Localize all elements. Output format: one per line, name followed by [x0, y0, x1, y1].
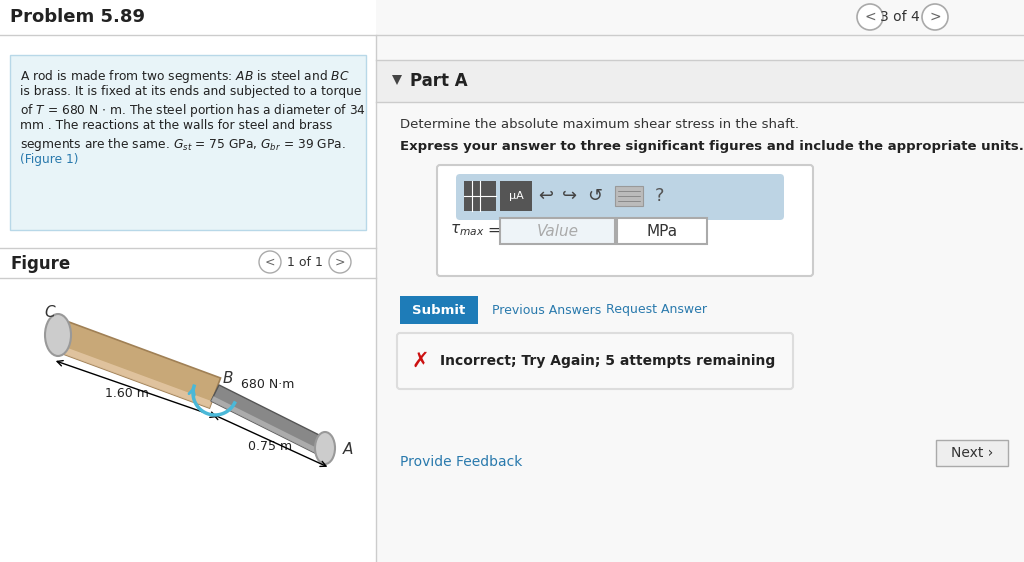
Text: Express your answer to three significant figures and include the appropriate uni: Express your answer to three significant…: [400, 140, 1024, 153]
Bar: [617, 218, 707, 244]
Text: A: A: [343, 442, 353, 457]
Text: >: >: [929, 10, 941, 24]
Text: 0.75 m: 0.75 m: [248, 441, 292, 454]
FancyBboxPatch shape: [397, 333, 793, 389]
Text: Figure: Figure: [10, 255, 71, 273]
Polygon shape: [52, 320, 220, 408]
Polygon shape: [211, 396, 324, 456]
Ellipse shape: [45, 314, 71, 356]
Text: <: <: [265, 256, 275, 269]
Text: 3 of 4: 3 of 4: [880, 10, 920, 24]
Circle shape: [259, 251, 281, 273]
Text: of $T$ = 680 N $\cdot$ m. The steel portion has a diameter of 34: of $T$ = 680 N $\cdot$ m. The steel port…: [20, 102, 366, 119]
Bar: [464, 181, 496, 211]
Text: >: >: [335, 256, 345, 269]
Polygon shape: [392, 75, 402, 85]
Circle shape: [922, 4, 948, 30]
Text: Next ›: Next ›: [951, 446, 993, 460]
Bar: [376, 0, 1024, 562]
Bar: [10, 55, 366, 230]
Bar: [0, 0, 376, 562]
Text: 1.60 m: 1.60 m: [104, 387, 148, 400]
Text: Value: Value: [537, 224, 579, 238]
Text: $\tau_{max}$: $\tau_{max}$: [450, 222, 484, 238]
Text: 1 of 1: 1 of 1: [287, 256, 323, 269]
Text: (Figure 1): (Figure 1): [20, 153, 79, 166]
Text: Part A: Part A: [410, 72, 468, 90]
Circle shape: [329, 251, 351, 273]
Bar: [615, 186, 643, 206]
Polygon shape: [211, 385, 329, 456]
Text: A rod is made from two segments: $AB$ is steel and $BC$: A rod is made from two segments: $AB$ is…: [20, 68, 349, 85]
Text: Previous Answers: Previous Answers: [492, 303, 601, 316]
Text: Determine the absolute maximum shear stress in the shaft.: Determine the absolute maximum shear str…: [400, 118, 799, 131]
Polygon shape: [52, 343, 212, 408]
Text: mm . The reactions at the walls for steel and brass: mm . The reactions at the walls for stee…: [20, 119, 333, 132]
Bar: [500, 218, 615, 244]
Text: <: <: [864, 10, 876, 24]
Text: Submit: Submit: [413, 303, 466, 316]
Text: segments are the same. $G_{st}$ = 75 GPa, $G_{br}$ = 39 GPa.: segments are the same. $G_{st}$ = 75 GPa…: [20, 136, 346, 153]
Circle shape: [857, 4, 883, 30]
Ellipse shape: [315, 432, 335, 464]
Bar: [376, 60, 1024, 102]
Text: C: C: [45, 305, 55, 320]
Text: Incorrect; Try Again; 5 attempts remaining: Incorrect; Try Again; 5 attempts remaini…: [440, 354, 775, 368]
Bar: [936, 440, 1008, 466]
Text: ↺: ↺: [588, 187, 602, 205]
FancyBboxPatch shape: [456, 174, 784, 220]
Bar: [500, 181, 532, 211]
Text: ↩: ↩: [539, 187, 554, 205]
Text: ?: ?: [655, 187, 665, 205]
Text: Provide Feedback: Provide Feedback: [400, 455, 522, 469]
Bar: [400, 296, 478, 324]
Text: MPa: MPa: [646, 224, 678, 238]
Text: is brass. It is fixed at its ends and subjected to a torque: is brass. It is fixed at its ends and su…: [20, 85, 361, 98]
Text: μA: μA: [509, 191, 523, 201]
FancyBboxPatch shape: [437, 165, 813, 276]
Text: =: =: [487, 223, 500, 238]
Text: Request Answer: Request Answer: [606, 303, 707, 316]
Text: ↪: ↪: [562, 187, 578, 205]
Text: 680 N·m: 680 N·m: [241, 378, 294, 391]
Text: B: B: [223, 371, 233, 386]
Text: Problem 5.89: Problem 5.89: [10, 8, 145, 26]
Text: ✗: ✗: [412, 351, 429, 371]
